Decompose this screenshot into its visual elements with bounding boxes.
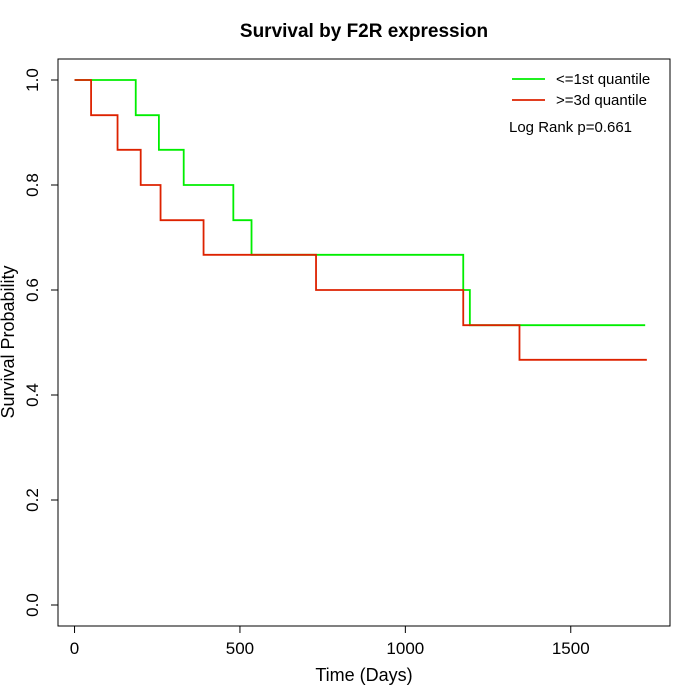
chart-title: Survival by F2R expression bbox=[240, 21, 488, 42]
series-line-2 bbox=[74, 79, 647, 361]
legend-label-2: >=3d quantile bbox=[556, 92, 647, 109]
y-tick-label: 0.4 bbox=[23, 383, 42, 407]
x-axis-label: Time (Days) bbox=[315, 665, 412, 685]
x-tick-label: 0 bbox=[70, 639, 79, 658]
plot-frame bbox=[57, 58, 671, 627]
x-axis: 0 500 1000 1500 bbox=[70, 625, 590, 658]
x-tick-label: 1000 bbox=[386, 639, 424, 658]
log-rank-annotation: Log Rank p=0.661 bbox=[509, 119, 632, 136]
y-tick-label: 0.0 bbox=[23, 593, 42, 617]
x-tick-label: 500 bbox=[226, 639, 254, 658]
y-tick-label: 1.0 bbox=[23, 68, 42, 92]
y-tick-label: 0.2 bbox=[23, 488, 42, 512]
x-tick-label: 1500 bbox=[552, 639, 590, 658]
legend-label-1: <=1st quantile bbox=[556, 71, 650, 88]
series-line-1 bbox=[74, 79, 646, 327]
y-tick-label: 0.6 bbox=[23, 278, 42, 302]
y-axis-label: Survival Probability bbox=[0, 265, 18, 418]
y-tick-label: 0.8 bbox=[23, 173, 42, 197]
legend: <=1st quantile >=3d quantile bbox=[512, 71, 650, 109]
y-axis: 0.0 0.2 0.4 0.6 0.8 1.0 bbox=[23, 68, 59, 617]
series-layer bbox=[74, 79, 647, 361]
